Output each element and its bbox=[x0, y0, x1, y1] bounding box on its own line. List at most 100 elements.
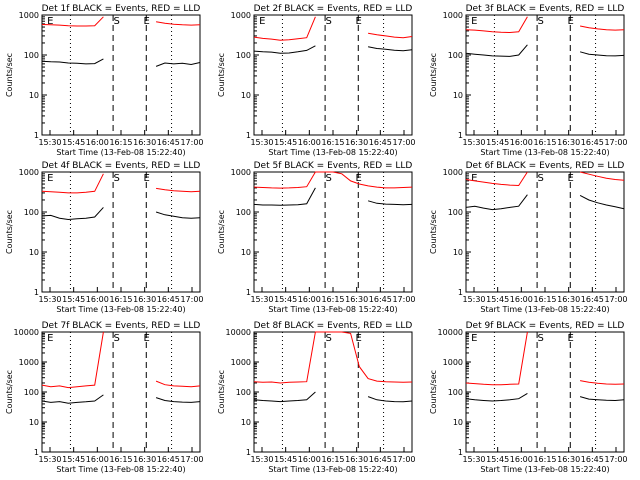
x-axis-label: Start Time (13-Feb-08 15:22:40) bbox=[268, 305, 397, 314]
event-marker: E bbox=[356, 16, 362, 27]
x-tick-label: 15:45 bbox=[274, 455, 297, 464]
x-tick-label: 16:00 bbox=[86, 295, 109, 304]
event-marker: S bbox=[114, 173, 120, 184]
x-tick-label: 17:00 bbox=[604, 138, 627, 147]
event-marker: S bbox=[114, 333, 120, 344]
x-tick-label: 16:15 bbox=[321, 455, 344, 464]
y-tick-label: 1000 bbox=[443, 11, 463, 20]
plot-frame bbox=[41, 14, 201, 136]
event-marker: S bbox=[114, 16, 120, 27]
y-tick-label: 10 bbox=[241, 418, 251, 427]
chart-panel: Det 1f BLACK = Events, RED = LLD 1 10 100 10… bbox=[5, 4, 204, 157]
y-tick-label: 1000 bbox=[231, 11, 251, 20]
event-marker: S bbox=[538, 333, 544, 344]
y-tick-label: 1 bbox=[34, 131, 39, 140]
x-tick-label: 16:45 bbox=[581, 295, 604, 304]
y-tick-label: 1 bbox=[34, 448, 39, 457]
x-tick-label: 16:00 bbox=[86, 455, 109, 464]
x-tick-label: 16:30 bbox=[133, 138, 156, 147]
event-marker: E bbox=[356, 333, 362, 344]
x-tick-label: 16:00 bbox=[86, 138, 109, 147]
series-line-events bbox=[465, 392, 625, 402]
y-axis-label: Counts/sec bbox=[217, 210, 226, 254]
series-line-events bbox=[465, 44, 625, 57]
event-marker: E bbox=[471, 333, 477, 344]
y-tick-label: 100 bbox=[236, 208, 251, 217]
chart-title: Det 8f BLACK = Events, RED = LLD bbox=[254, 321, 413, 331]
y-tick-label: 10 bbox=[241, 248, 251, 257]
plot-frame bbox=[253, 171, 413, 293]
plot-frame bbox=[253, 14, 413, 136]
y-tick-label: 1000 bbox=[231, 168, 251, 177]
x-tick-label: 15:30 bbox=[462, 138, 485, 147]
y-tick-label: 10 bbox=[29, 248, 39, 257]
y-tick-label: 1000 bbox=[19, 358, 39, 367]
x-tick-label: 17:00 bbox=[180, 138, 203, 147]
chart-panel: Det 8f BLACK = Events, RED = LLD 1 10 100 10… bbox=[217, 321, 416, 474]
chart-panel: Det 5f BLACK = Events, RED = LLD 1 10 100 10… bbox=[217, 161, 416, 314]
x-tick-label: 16:00 bbox=[298, 138, 321, 147]
series-line-lld bbox=[253, 171, 413, 189]
x-tick-label: 16:00 bbox=[510, 295, 533, 304]
x-tick-label: 17:00 bbox=[604, 295, 627, 304]
y-tick-label: 10 bbox=[453, 418, 463, 427]
plot-frame bbox=[253, 331, 413, 453]
x-tick-label: 17:00 bbox=[604, 455, 627, 464]
plot-frame bbox=[41, 171, 201, 293]
x-tick-label: 15:45 bbox=[62, 295, 85, 304]
y-axis-label: Counts/sec bbox=[217, 53, 226, 97]
y-tick-label: 1 bbox=[458, 288, 463, 297]
y-tick-label: 1000 bbox=[443, 168, 463, 177]
series-line-lld bbox=[465, 331, 625, 386]
y-tick-label: 10 bbox=[241, 91, 251, 100]
y-tick-label: 1000 bbox=[231, 358, 251, 367]
chart-title: Det 7f BLACK = Events, RED = LLD bbox=[42, 321, 201, 331]
x-axis-label: Start Time (13-Feb-08 15:22:40) bbox=[268, 465, 397, 474]
event-marker: E bbox=[144, 173, 150, 184]
y-tick-label: 1 bbox=[246, 131, 251, 140]
plot-frame bbox=[465, 171, 625, 293]
chart-title: Det 3f BLACK = Events, RED = LLD bbox=[466, 4, 625, 14]
x-tick-label: 16:00 bbox=[510, 455, 533, 464]
chart-panel: Det 6f BLACK = Events, RED = LLD 1 10 100 10… bbox=[429, 161, 628, 314]
chart-title: Det 4f BLACK = Events, RED = LLD bbox=[42, 161, 201, 171]
x-axis-label: Start Time (13-Feb-08 15:22:40) bbox=[480, 148, 609, 157]
x-tick-label: 16:30 bbox=[133, 455, 156, 464]
x-tick-label: 15:45 bbox=[274, 138, 297, 147]
x-tick-label: 16:15 bbox=[321, 295, 344, 304]
y-axis-label: Counts/sec bbox=[429, 53, 438, 97]
chart-panel: Det 2f BLACK = Events, RED = LLD 1 10 100 10… bbox=[217, 4, 416, 157]
x-tick-label: 17:00 bbox=[180, 455, 203, 464]
series-line-events bbox=[41, 58, 201, 67]
event-marker: S bbox=[538, 16, 544, 27]
x-tick-label: 16:45 bbox=[581, 138, 604, 147]
x-tick-label: 16:15 bbox=[533, 455, 556, 464]
y-axis-label: Counts/sec bbox=[5, 210, 14, 254]
series-line-events bbox=[253, 391, 413, 403]
x-tick-label: 16:15 bbox=[109, 455, 132, 464]
x-tick-label: 15:45 bbox=[274, 295, 297, 304]
x-axis-label: Start Time (13-Feb-08 15:22:40) bbox=[480, 305, 609, 314]
x-tick-label: 16:45 bbox=[369, 295, 392, 304]
event-marker: E bbox=[356, 173, 362, 184]
y-tick-label: 10000 bbox=[226, 328, 251, 337]
event-marker: E bbox=[568, 16, 574, 27]
x-tick-label: 15:30 bbox=[250, 138, 273, 147]
series-line-lld bbox=[465, 16, 625, 34]
x-tick-label: 15:45 bbox=[62, 138, 85, 147]
chart-title: Det 5f BLACK = Events, RED = LLD bbox=[254, 161, 413, 171]
y-tick-label: 1 bbox=[458, 131, 463, 140]
y-tick-label: 1000 bbox=[443, 358, 463, 367]
x-tick-label: 15:30 bbox=[38, 295, 61, 304]
x-tick-label: 16:00 bbox=[298, 455, 321, 464]
plot-frame bbox=[465, 14, 625, 136]
x-tick-label: 15:30 bbox=[250, 455, 273, 464]
x-tick-label: 15:45 bbox=[486, 295, 509, 304]
x-axis-label: Start Time (13-Feb-08 15:22:40) bbox=[56, 305, 185, 314]
event-marker: E bbox=[47, 333, 53, 344]
x-tick-label: 16:45 bbox=[581, 455, 604, 464]
y-tick-label: 10 bbox=[453, 248, 463, 257]
series-line-events bbox=[253, 45, 413, 54]
x-axis-label: Start Time (13-Feb-08 15:22:40) bbox=[56, 148, 185, 157]
